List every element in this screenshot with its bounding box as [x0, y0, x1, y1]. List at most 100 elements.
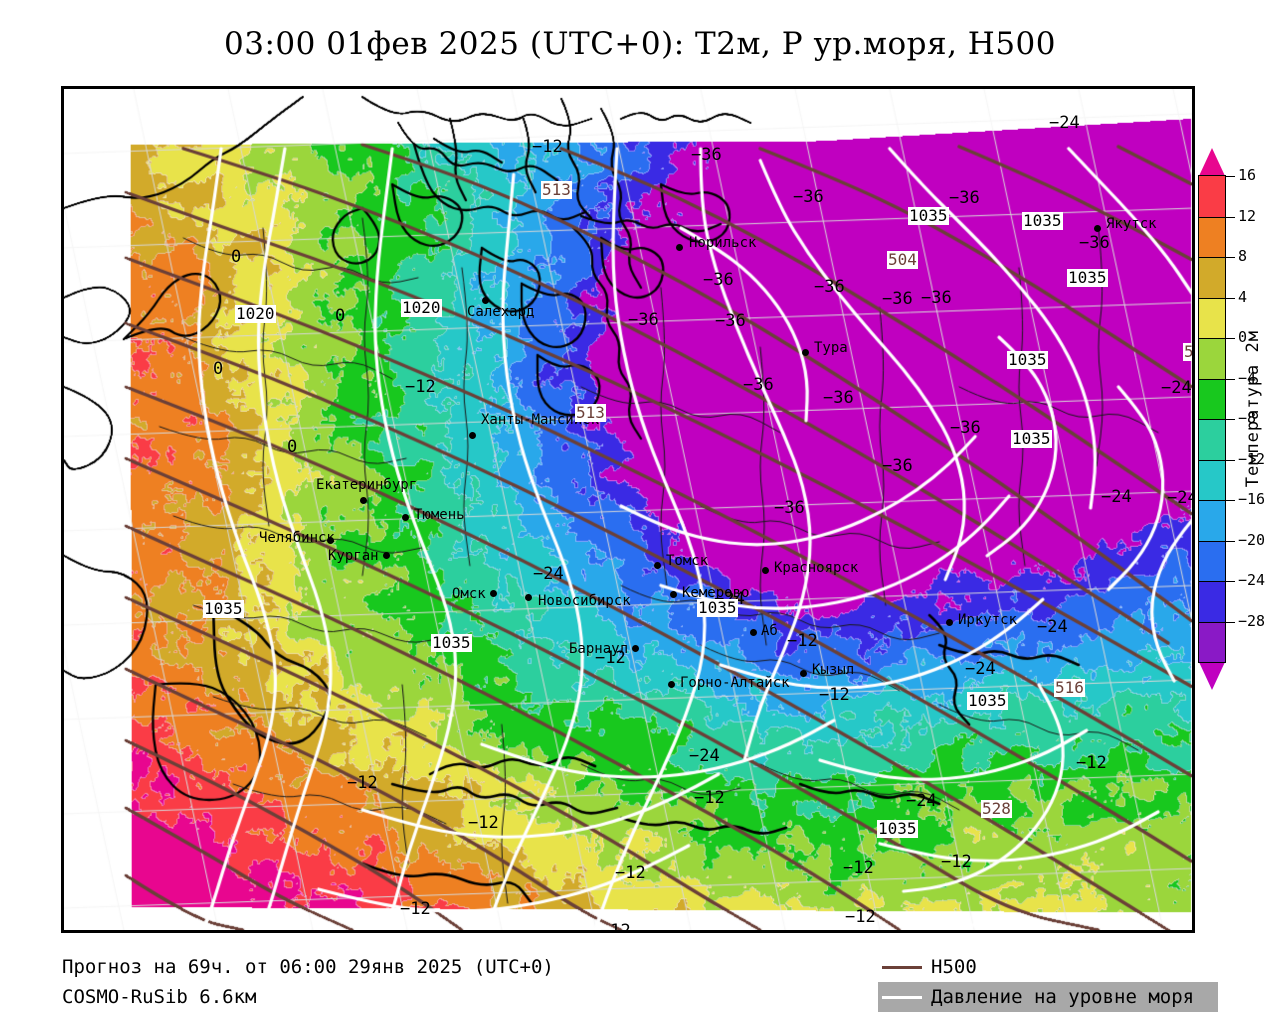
colorbar-band — [1199, 459, 1225, 500]
colorbar-tick — [1226, 338, 1235, 339]
city-label: Курган — [328, 548, 379, 564]
city-label: Омск — [452, 586, 486, 602]
temperature-contour-label: −36 — [743, 375, 774, 395]
temperature-contour-label: −12 — [347, 773, 378, 793]
city-marker-dot-icon[interactable] — [802, 349, 809, 356]
legend-item-sea-level-pressure: Давление на уровне моря — [878, 982, 1218, 1012]
city-label: Норильск — [689, 235, 757, 251]
colorbar-tick — [1226, 216, 1235, 218]
city-label: Кызыл — [812, 662, 855, 678]
city-marker-dot-icon[interactable] — [654, 562, 661, 569]
temperature-contour-label: −36 — [628, 310, 659, 330]
colorbar-band — [1199, 297, 1225, 338]
city-marker-dot-icon[interactable] — [668, 681, 675, 688]
temperature-contour-label: −36 — [882, 289, 913, 309]
city-marker-dot-icon[interactable] — [360, 497, 367, 504]
temperature-contour-label: −12 — [532, 137, 563, 157]
city-marker-dot-icon[interactable] — [327, 537, 334, 544]
map-canvas[interactable] — [64, 89, 1192, 930]
temperature-contour-label: −12 — [845, 907, 876, 927]
city-label: Екатеринбург — [316, 477, 418, 493]
temperature-contour-label: −36 — [823, 388, 854, 408]
pressure-contour-label: 1035 — [1007, 350, 1048, 370]
city-marker-dot-icon[interactable] — [670, 591, 677, 598]
temperature-contour-label: −24 — [533, 564, 564, 584]
map-frame[interactable]: Норильск Якутск Тура Салехард Ханты-Мансийск… — [61, 86, 1195, 933]
city-label: Тюмень — [414, 507, 465, 523]
colorbar-tick-label: −12 — [1238, 449, 1266, 468]
h500-contour-label: 504 — [887, 250, 918, 270]
temperature-contour-label: −36 — [703, 270, 734, 290]
temperature-contour-label: −12 — [400, 899, 431, 919]
temperature-contour-label: 0 — [335, 306, 346, 326]
pressure-contour-label: 1020 — [401, 298, 442, 318]
h500-line-swatch-icon — [882, 965, 922, 969]
city-marker-dot-icon[interactable] — [482, 297, 489, 304]
colorbar-tick-label: −28 — [1238, 611, 1266, 630]
temperature-contour-label: −36 — [1079, 233, 1110, 253]
city-label: Красноярск — [774, 560, 859, 576]
temperature-colorbar — [1199, 148, 1225, 690]
city-marker-dot-icon[interactable] — [632, 645, 639, 652]
colorbar-tick-label: −20 — [1238, 530, 1266, 549]
colorbar-tick — [1226, 257, 1235, 258]
colorbar-tick — [1226, 419, 1235, 420]
temperature-contour-label: −12 — [787, 631, 818, 651]
colorbar-under-arrow-icon — [1199, 662, 1225, 690]
h500-contour-label: 513 — [541, 180, 572, 200]
pressure-contour-label: 1035 — [1067, 268, 1108, 288]
city-label: Аб — [761, 623, 778, 639]
temperature-contour-label: −36 — [715, 311, 746, 331]
h500-contour-label: 516 — [1054, 678, 1085, 698]
city-marker-dot-icon[interactable] — [946, 619, 953, 626]
pressure-contour-label: 1035 — [431, 633, 472, 653]
city-label: Якутск — [1106, 216, 1157, 232]
colorbar-tick-label: −24 — [1238, 571, 1266, 589]
temperature-contour-label: 0 — [213, 359, 224, 379]
city-marker-dot-icon[interactable] — [676, 244, 683, 251]
city-label: Новосибирск — [538, 593, 631, 609]
colorbar-band — [1199, 581, 1225, 622]
temperature-contour-label: −36 — [921, 288, 952, 308]
colorbar-axis-label: Температура 2м — [1243, 330, 1263, 488]
h500-contour-label: 516 — [1183, 342, 1192, 362]
temperature-contour-label: 0 — [287, 437, 298, 457]
colorbar-tick — [1226, 500, 1235, 501]
temperature-contour-label: −24 — [1037, 617, 1068, 637]
forecast-info-line: Прогноз на 69ч. от 06:00 29янв 2025 (UTC… — [62, 956, 554, 978]
colorbar-tick-label: 16 — [1238, 166, 1257, 184]
pressure-contour-label: 1035 — [967, 691, 1008, 711]
city-marker-dot-icon[interactable] — [469, 432, 476, 439]
pressure-contour-label: 1035 — [1011, 429, 1052, 449]
city-marker-dot-icon[interactable] — [762, 567, 769, 574]
legend-label-sea-level-pressure: Давление на уровне моря — [931, 986, 1195, 1008]
colorbar-tick — [1226, 540, 1235, 542]
colorbar-tick — [1226, 459, 1235, 461]
temperature-contour-label: −36 — [949, 188, 980, 208]
temperature-contour-label: −24 — [1101, 487, 1132, 507]
city-marker-dot-icon[interactable] — [525, 594, 532, 601]
city-marker-dot-icon[interactable] — [383, 552, 390, 559]
city-marker-dot-icon[interactable] — [800, 670, 807, 677]
temperature-contour-label: −24 — [1161, 378, 1192, 398]
temperature-contour-label: −12 — [595, 648, 626, 668]
city-marker-dot-icon[interactable] — [750, 629, 757, 636]
temperature-contour-label: −36 — [793, 187, 824, 207]
pressure-contour-label: 1035 — [1022, 211, 1063, 231]
city-label: Кемерово — [682, 585, 750, 601]
temperature-contour-label: −12 — [1076, 753, 1107, 773]
temperature-contour-label: −12 — [941, 852, 972, 872]
h500-contour-label: 528 — [981, 799, 1012, 819]
city-label: Челябинск — [259, 530, 335, 546]
colorbar-band — [1199, 500, 1225, 541]
temperature-contour-label: −36 — [950, 418, 981, 438]
temperature-contour-label: −24 — [1167, 488, 1195, 508]
temperature-contour-label: −24 — [1049, 113, 1080, 133]
legend-item-h500: H500 — [878, 952, 1218, 982]
city-marker-dot-icon[interactable] — [402, 514, 409, 521]
colorbar-tick-label: 0 — [1238, 328, 1248, 346]
city-marker-dot-icon[interactable] — [490, 590, 497, 597]
colorbar-band — [1199, 378, 1225, 419]
city-marker-dot-icon[interactable] — [1094, 225, 1101, 232]
